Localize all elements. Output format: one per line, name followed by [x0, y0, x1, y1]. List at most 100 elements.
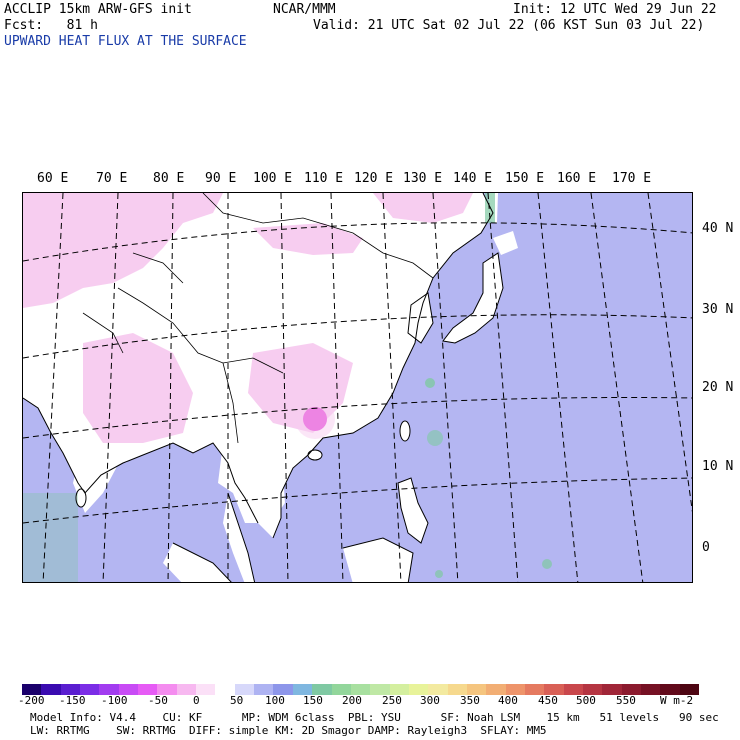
lat-label: 40 N	[702, 221, 734, 236]
colorbar-tick: -50	[148, 694, 168, 707]
hainan	[308, 450, 322, 460]
colorbar-swatch	[80, 684, 100, 695]
colorbar-swatch	[428, 684, 448, 695]
colorbar-tick: 50	[230, 694, 244, 707]
colorbar-swatch	[215, 684, 235, 695]
lon-label: 70 E	[96, 171, 128, 186]
colorbar-swatch	[389, 684, 409, 695]
lon-label: 90 E	[205, 171, 237, 186]
lat-label: 0	[702, 540, 710, 555]
hokkaido	[493, 231, 518, 255]
lon-label: 160 E	[557, 171, 597, 186]
forecast-hour: Fcst: 81 h	[4, 18, 98, 33]
colorbar-swatch	[60, 684, 81, 695]
colorbar-tick: 150	[303, 694, 323, 707]
colorbar-tick: -150	[59, 694, 86, 707]
cool-patch	[425, 378, 435, 388]
colorbar-swatch	[602, 684, 622, 695]
coastlines	[23, 193, 504, 582]
colorbar-tick: 200	[342, 694, 362, 707]
valid-time: Valid: 21 UTC Sat 02 Jul 22 (06 KST Sun …	[313, 18, 705, 33]
lon-label: 110 E	[304, 171, 344, 186]
cool-patch	[435, 570, 443, 578]
map-svg	[23, 193, 692, 582]
colorbar-swatch	[99, 684, 119, 695]
lon-label: 140 E	[453, 171, 493, 186]
heat-region	[253, 223, 363, 255]
colorbar-tick: -100	[101, 694, 128, 707]
lon-label: 100 E	[253, 171, 293, 186]
colorbar-tick: 300	[420, 694, 440, 707]
colorbar-swatch	[679, 684, 700, 695]
colorbar-swatch	[447, 684, 467, 695]
lon-label: 150 E	[505, 171, 545, 186]
colorbar-swatch	[621, 684, 641, 695]
colorbar-swatch	[505, 684, 525, 695]
colorbar-swatch	[350, 684, 371, 695]
colorbar-swatch	[292, 684, 313, 695]
colorbar-tick: 350	[460, 694, 480, 707]
colorbar-swatch	[22, 684, 42, 695]
colorbar-swatch	[312, 684, 332, 695]
colorbar-swatch	[544, 684, 564, 695]
colorbar-swatch	[660, 684, 680, 695]
colorbar-swatch	[408, 684, 429, 695]
colorbar-swatch	[486, 684, 506, 695]
heat-region	[373, 193, 473, 223]
colorbar-swatch	[370, 684, 390, 695]
colorbar-swatch	[254, 684, 274, 695]
lon-label: 130 E	[403, 171, 443, 186]
philippines	[398, 478, 428, 543]
colorbar-tick: -200	[18, 694, 45, 707]
colorbar-swatch	[196, 684, 216, 695]
colorbar-tick: 550	[616, 694, 636, 707]
colorbar-tick: 400	[498, 694, 518, 707]
lon-label: 120 E	[354, 171, 394, 186]
org-label: NCAR/MMM	[273, 2, 336, 17]
korea	[408, 293, 433, 343]
colorbar-swatch	[331, 684, 351, 695]
sri-lanka	[76, 489, 86, 507]
heat-region	[23, 193, 223, 308]
colorbar-swatch	[563, 684, 583, 695]
cool-patch	[23, 493, 78, 582]
sumatra	[163, 543, 232, 582]
colorbar-swatch	[118, 684, 139, 695]
model-info-line1: Model Info: V4.4 CU: KF MP: WDM 6class P…	[30, 711, 719, 724]
colorbar-tick: 0	[193, 694, 200, 707]
colorbar-swatch	[273, 684, 293, 695]
lon-label: 60 E	[37, 171, 69, 186]
field-title: UPWARD HEAT FLUX AT THE SURFACE	[4, 34, 247, 49]
colorbar-swatch	[41, 684, 61, 695]
colorbar-swatch	[157, 684, 177, 695]
borneo	[343, 538, 413, 582]
indochina-landmass	[218, 443, 285, 523]
cool-patch	[542, 559, 552, 569]
colorbar-swatch	[524, 684, 545, 695]
colorbar-tick: 250	[382, 694, 402, 707]
colorbar-swatch	[582, 684, 603, 695]
malay-peninsula	[223, 493, 255, 582]
colorbar-tick: 100	[265, 694, 285, 707]
lon-label: 170 E	[612, 171, 652, 186]
heat-halo	[295, 399, 335, 439]
colorbar	[22, 684, 700, 695]
model-title: ACCLIP 15km ARW-GFS init	[4, 2, 192, 17]
colorbar-tick: 450	[538, 694, 558, 707]
colorbar-swatch	[641, 684, 661, 695]
colorbar-unit: W m-2	[660, 694, 694, 707]
colorbar-swatch	[176, 684, 197, 695]
colorbar-swatch	[138, 684, 158, 695]
country-borders	[82, 193, 434, 444]
taiwan	[400, 421, 410, 441]
colorbar-swatch	[466, 684, 487, 695]
cool-patch	[427, 430, 443, 446]
heat-region	[83, 333, 193, 443]
model-info-line2: LW: RRTMG SW: RRTMG DIFF: simple KM: 2D …	[30, 724, 547, 737]
map-plot	[22, 192, 693, 583]
init-time: Init: 12 UTC Wed 29 Jun 22	[513, 2, 717, 17]
colorbar-swatch	[234, 684, 255, 695]
lon-label: 80 E	[153, 171, 185, 186]
lat-label: 30 N	[702, 302, 734, 317]
lat-label: 20 N	[702, 380, 734, 395]
